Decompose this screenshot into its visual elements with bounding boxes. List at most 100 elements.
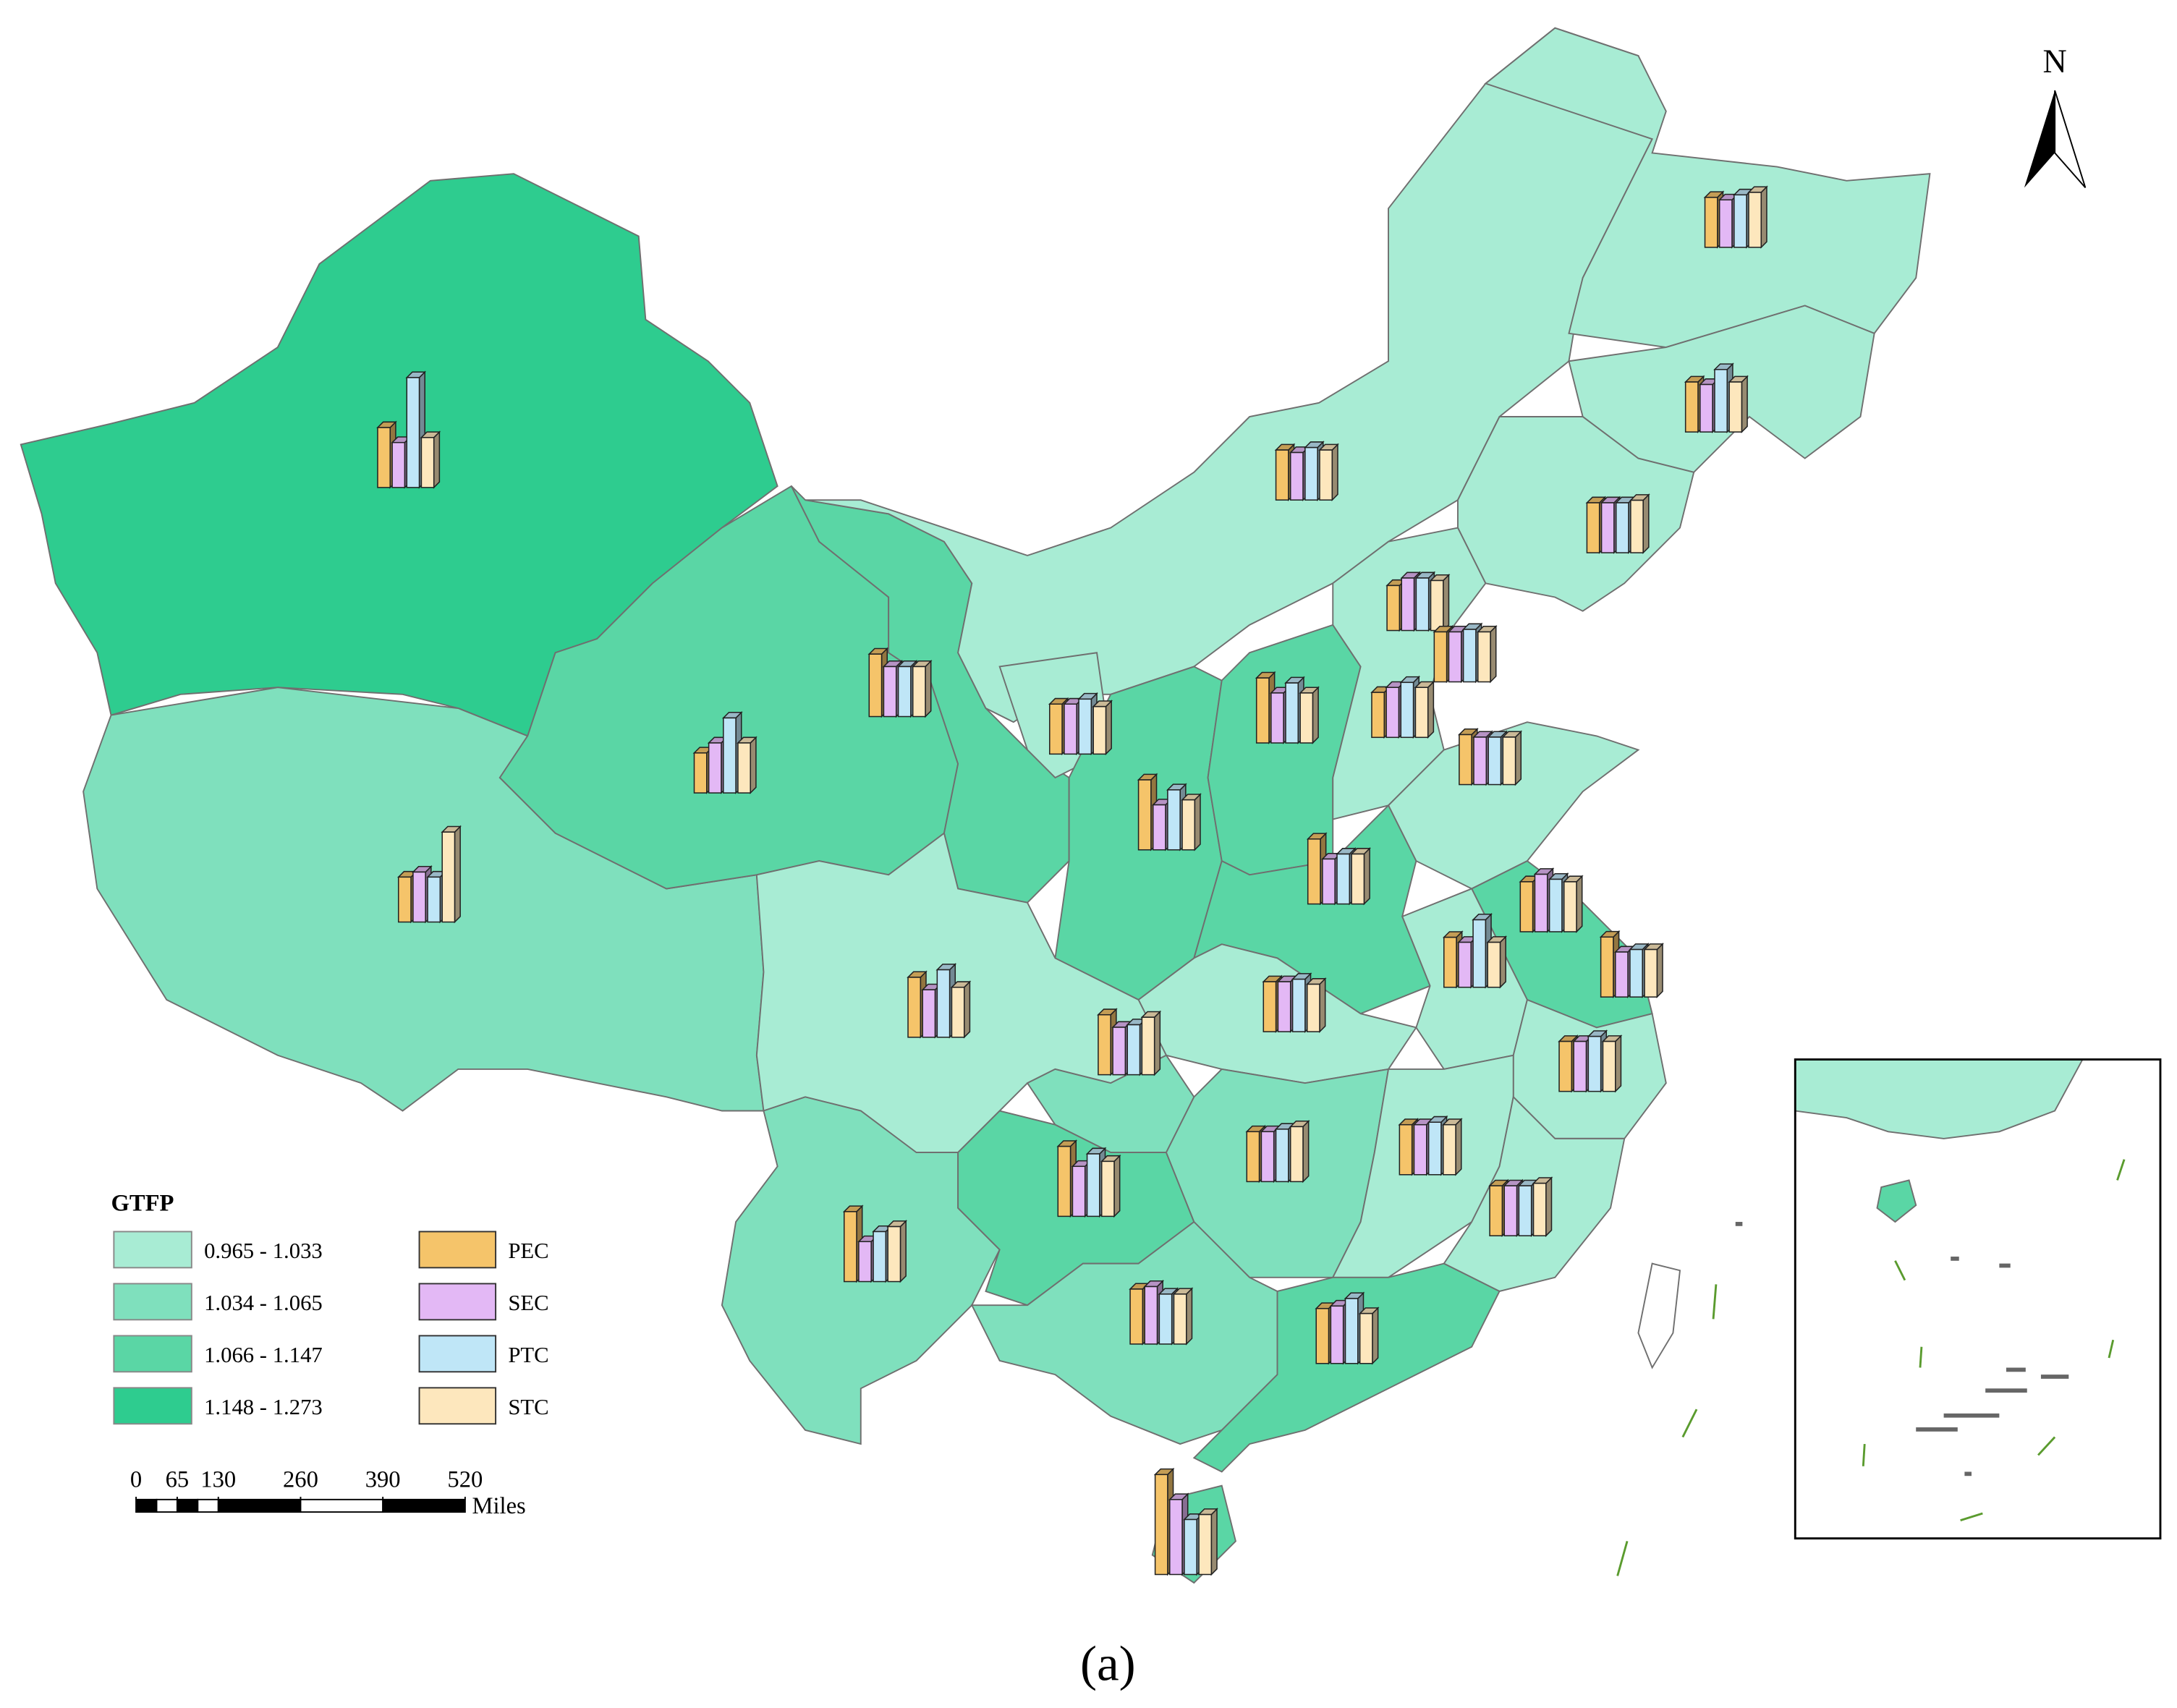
- bar-front: [936, 969, 951, 1038]
- bar-front: [1198, 1513, 1213, 1576]
- scale-tick-label: 0: [130, 1467, 142, 1493]
- legend-label: 1.148 - 1.273: [204, 1395, 323, 1419]
- provinces: [20, 27, 2084, 1584]
- bar-front: [1154, 1474, 1168, 1576]
- bar-front: [1714, 368, 1728, 433]
- bar-front: [1246, 1131, 1260, 1183]
- legend: GTFP 0.965 - 1.033 1.034 - 1.065 1.066 - 1…: [111, 1191, 549, 1425]
- bar: [842, 1204, 864, 1283]
- bar-front: [1260, 1131, 1275, 1183]
- arrow-half: [2054, 90, 2087, 189]
- bar-front: [1600, 502, 1615, 553]
- scale-segment: [176, 1498, 199, 1513]
- bar-front: [1489, 1185, 1503, 1236]
- bar-front: [1359, 1312, 1373, 1364]
- bar-side: [1319, 977, 1326, 1033]
- bar-front: [1519, 881, 1534, 932]
- dash: [1919, 1346, 1923, 1368]
- bar-front: [1371, 692, 1385, 739]
- bar-front: [737, 742, 751, 794]
- bar: [1350, 846, 1371, 906]
- bar-front: [1443, 936, 1457, 988]
- bar: [1358, 1307, 1380, 1365]
- bar-front: [1413, 1123, 1427, 1176]
- scale-segment: [217, 1498, 302, 1513]
- scale-segment: [156, 1498, 178, 1513]
- bar-front: [441, 831, 456, 923]
- bar: [1427, 1115, 1448, 1176]
- bar-front: [1614, 951, 1629, 998]
- bar-front: [907, 977, 922, 1038]
- islet: [1985, 1388, 2027, 1393]
- bar-front: [1306, 983, 1320, 1032]
- bar-front: [1563, 881, 1577, 932]
- bar-side: [1545, 1176, 1553, 1238]
- bar: [1629, 493, 1650, 554]
- islet: [1916, 1427, 1958, 1432]
- legend-label: 1.066 - 1.147: [204, 1343, 323, 1367]
- bar-side: [1372, 1307, 1379, 1365]
- province: [1876, 1179, 1917, 1223]
- bar-front: [1299, 692, 1314, 744]
- bar-side: [1331, 443, 1338, 502]
- bar-front: [1443, 1123, 1456, 1176]
- islet: [1964, 1471, 1972, 1477]
- bar-front: [951, 986, 965, 1038]
- bar-front: [412, 871, 426, 923]
- province: [1456, 416, 1695, 612]
- dash: [2116, 1159, 2126, 1181]
- bar-front: [723, 717, 737, 794]
- bar-front: [1071, 1165, 1086, 1218]
- bar-side: [1760, 185, 1768, 249]
- bar: [1476, 624, 1498, 684]
- bar-front: [1684, 381, 1699, 433]
- bar-front: [1430, 579, 1444, 632]
- bar-front: [1532, 1182, 1547, 1236]
- bar-side: [1614, 1034, 1622, 1093]
- bar-side: [1427, 680, 1435, 739]
- bar-front: [1100, 1160, 1115, 1218]
- bar-front: [843, 1211, 857, 1283]
- legend-label: SEC: [508, 1291, 548, 1315]
- bar: [1137, 773, 1158, 851]
- bar: [1336, 846, 1357, 906]
- dash: [1862, 1443, 1866, 1466]
- bar-front: [1277, 981, 1291, 1032]
- bar-front: [1064, 703, 1077, 755]
- bar-front: [1336, 853, 1351, 905]
- legend-swatch: [418, 1335, 497, 1373]
- bar-front: [1704, 197, 1718, 248]
- islet: [2006, 1367, 2026, 1372]
- bar: [1486, 935, 1508, 989]
- bar-side: [1455, 1118, 1462, 1176]
- bar-front: [1602, 1040, 1616, 1092]
- bar: [1181, 793, 1202, 851]
- bar-side: [1514, 730, 1522, 786]
- dash: [1616, 1541, 1629, 1576]
- dash: [1894, 1260, 1906, 1281]
- bar-front: [1548, 878, 1563, 932]
- bar-front: [397, 876, 412, 923]
- bar-front: [1322, 858, 1336, 905]
- bar-front: [1462, 629, 1477, 683]
- bar-front: [1748, 192, 1762, 248]
- bar-front: [1733, 194, 1747, 248]
- arrow-half: [2024, 90, 2055, 188]
- bar-side: [1642, 493, 1650, 554]
- islet: [1951, 1257, 1959, 1261]
- province: [1794, 1058, 2084, 1139]
- islets: [1735, 1222, 2069, 1477]
- bar-front: [1728, 381, 1743, 433]
- bar-front: [873, 1231, 887, 1283]
- bar: [1457, 935, 1478, 989]
- bar: [911, 659, 933, 718]
- islet: [2040, 1375, 2069, 1379]
- bar-front: [1448, 631, 1462, 683]
- bar-front: [1126, 1024, 1141, 1076]
- bar-front: [1401, 577, 1415, 632]
- bar-front: [1315, 1308, 1330, 1364]
- bar-side: [899, 1220, 907, 1283]
- bar: [1197, 1508, 1218, 1576]
- legend-label: 0.965 - 1.033: [204, 1238, 323, 1263]
